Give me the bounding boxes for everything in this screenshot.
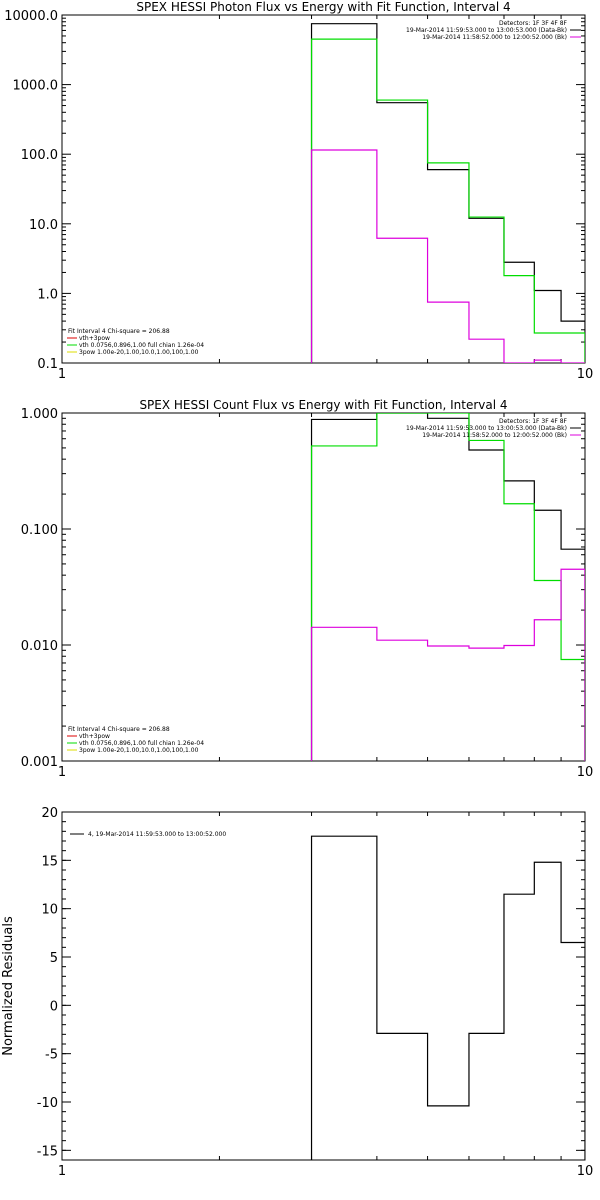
series-line-1 — [310, 413, 585, 761]
x-tick-label: 1 — [58, 367, 66, 382]
y-tick-label: 1.0 — [37, 287, 58, 302]
y-tick-label: 1.000 — [21, 407, 58, 422]
x-tick-label: 10 — [577, 367, 594, 382]
y-tick-label: 20 — [41, 806, 58, 821]
y-tick-label: 0.1 — [37, 357, 58, 372]
chart-1: SPEX HESSI Count Flux vs Energy with Fit… — [21, 398, 593, 780]
chart-title: SPEX HESSI Count Flux vs Energy with Fit… — [139, 398, 507, 412]
legend-text: vth 0.0756,0.896,1.00 full chian 1.26e-0… — [79, 342, 204, 349]
series-line-0 — [310, 23, 585, 363]
y-tick-label: 0.001 — [21, 755, 58, 770]
y-tick-label: 0.010 — [21, 639, 58, 654]
y-tick-label: 0 — [50, 999, 58, 1014]
legend-text: 3pow 1.00e-20,1.00,10.0,1.00,100,1.00 — [79, 747, 199, 754]
plot-frame — [61, 811, 586, 1161]
chart-0: SPEX HESSI Photon Flux vs Energy with Fi… — [4, 0, 593, 382]
legend-text: vth+3pow — [79, 733, 110, 740]
series-line-2 — [310, 149, 585, 363]
legend-text: 4, 19-Mar-2014 11:59:53.000 to 13:00:52.… — [88, 831, 226, 838]
x-tick-label: 10 — [577, 765, 594, 780]
legend-text: 3pow 1.00e-20,1.00,10.0,1.00,100,1.00 — [79, 349, 199, 356]
y-tick-label: 1000.0 — [13, 79, 59, 94]
legend-text: 19-Mar-2014 11:59:53.000 to 13:00:53.000… — [406, 27, 567, 34]
chart-title: SPEX HESSI Photon Flux vs Energy with Fi… — [136, 0, 510, 14]
legend-text: 19-Mar-2014 11:58:52.000 to 12:00:52.000… — [422, 432, 567, 439]
x-tick-label: 1 — [58, 1164, 66, 1179]
x-tick-label: 10 — [577, 1164, 594, 1179]
legend-text: vth 0.0756,0.896,1.00 full chian 1.26e-0… — [79, 740, 204, 747]
y-tick-label: -5 — [45, 1048, 58, 1063]
legend-text: Fit Interval 4 Chi-square = 206.88 — [68, 328, 170, 335]
chart-2: Normalized Residuals 1 10 -15 -10 -5 0 5 10 15 20 4… — [1, 806, 593, 1179]
y-axis-label: Normalized Residuals — [1, 916, 16, 1056]
legend-text: Fit Interval 4 Chi-square = 206.88 — [68, 726, 170, 733]
legend-text: vth+3pow — [79, 335, 110, 342]
y-tick-label: 10 — [41, 903, 58, 918]
y-tick-label: 10000.0 — [4, 9, 58, 24]
y-tick-label: 100.0 — [21, 148, 58, 163]
plot-frame — [61, 412, 586, 762]
y-tick-label: 10.0 — [29, 218, 58, 233]
plot-frame — [61, 14, 586, 364]
legend-text: 19-Mar-2014 11:59:53.000 to 13:00:53.000… — [406, 425, 567, 432]
series-line-0 — [310, 413, 585, 761]
y-tick-label: -15 — [37, 1144, 58, 1159]
legend-text: 19-Mar-2014 11:58:52.000 to 12:00:52.000… — [422, 34, 567, 41]
x-tick-label: 1 — [58, 765, 66, 780]
y-tick-label: 5 — [50, 951, 58, 966]
legend-text: Detectors: 1F 3F 4F 8F — [499, 418, 568, 425]
series-line-2 — [310, 568, 585, 761]
y-tick-label: 15 — [41, 854, 58, 869]
legend-text: Detectors: 1F 3F 4F 8F — [499, 20, 568, 27]
series-line-1 — [310, 38, 585, 363]
y-tick-label: 0.100 — [21, 523, 58, 538]
series-line-0 — [310, 835, 585, 1160]
y-tick-label: -10 — [37, 1096, 58, 1111]
